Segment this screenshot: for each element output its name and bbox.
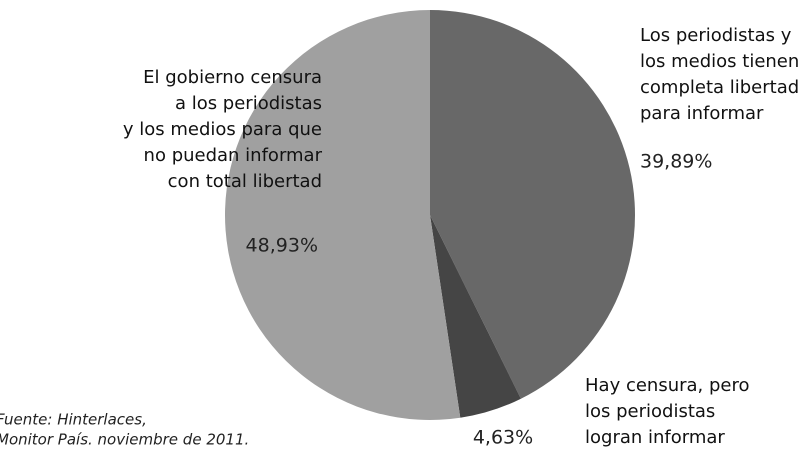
slice-label: con total libertad <box>168 171 322 192</box>
slice-label: completa libertad <box>640 77 799 98</box>
value-label: 4,63% <box>473 427 533 449</box>
source-note: Fuente: Hinterlaces, <box>0 411 147 429</box>
slice-label: para informar <box>640 103 764 124</box>
source-note: Monitor País. noviembre de 2011. <box>0 431 249 449</box>
slice-label: los medios tienen <box>640 51 799 72</box>
slice-label: Los periodistas y <box>640 25 792 46</box>
slice-label: El gobierno censura <box>143 67 322 88</box>
pie-slice <box>430 10 635 399</box>
slice-label: a los periodistas <box>175 93 322 114</box>
pie-slice <box>430 215 521 418</box>
pie-slice <box>224 10 461 420</box>
slice-label: Hay censura, pero <box>585 375 750 396</box>
slice-label: los periodistas <box>585 401 715 422</box>
slice-label: y los medios para que <box>123 119 322 140</box>
value-label: 39,89% <box>640 151 712 173</box>
slice-label: logran informar <box>585 427 725 448</box>
value-label: 48,93% <box>246 235 318 257</box>
slice-label: no puedan informar <box>144 145 323 166</box>
